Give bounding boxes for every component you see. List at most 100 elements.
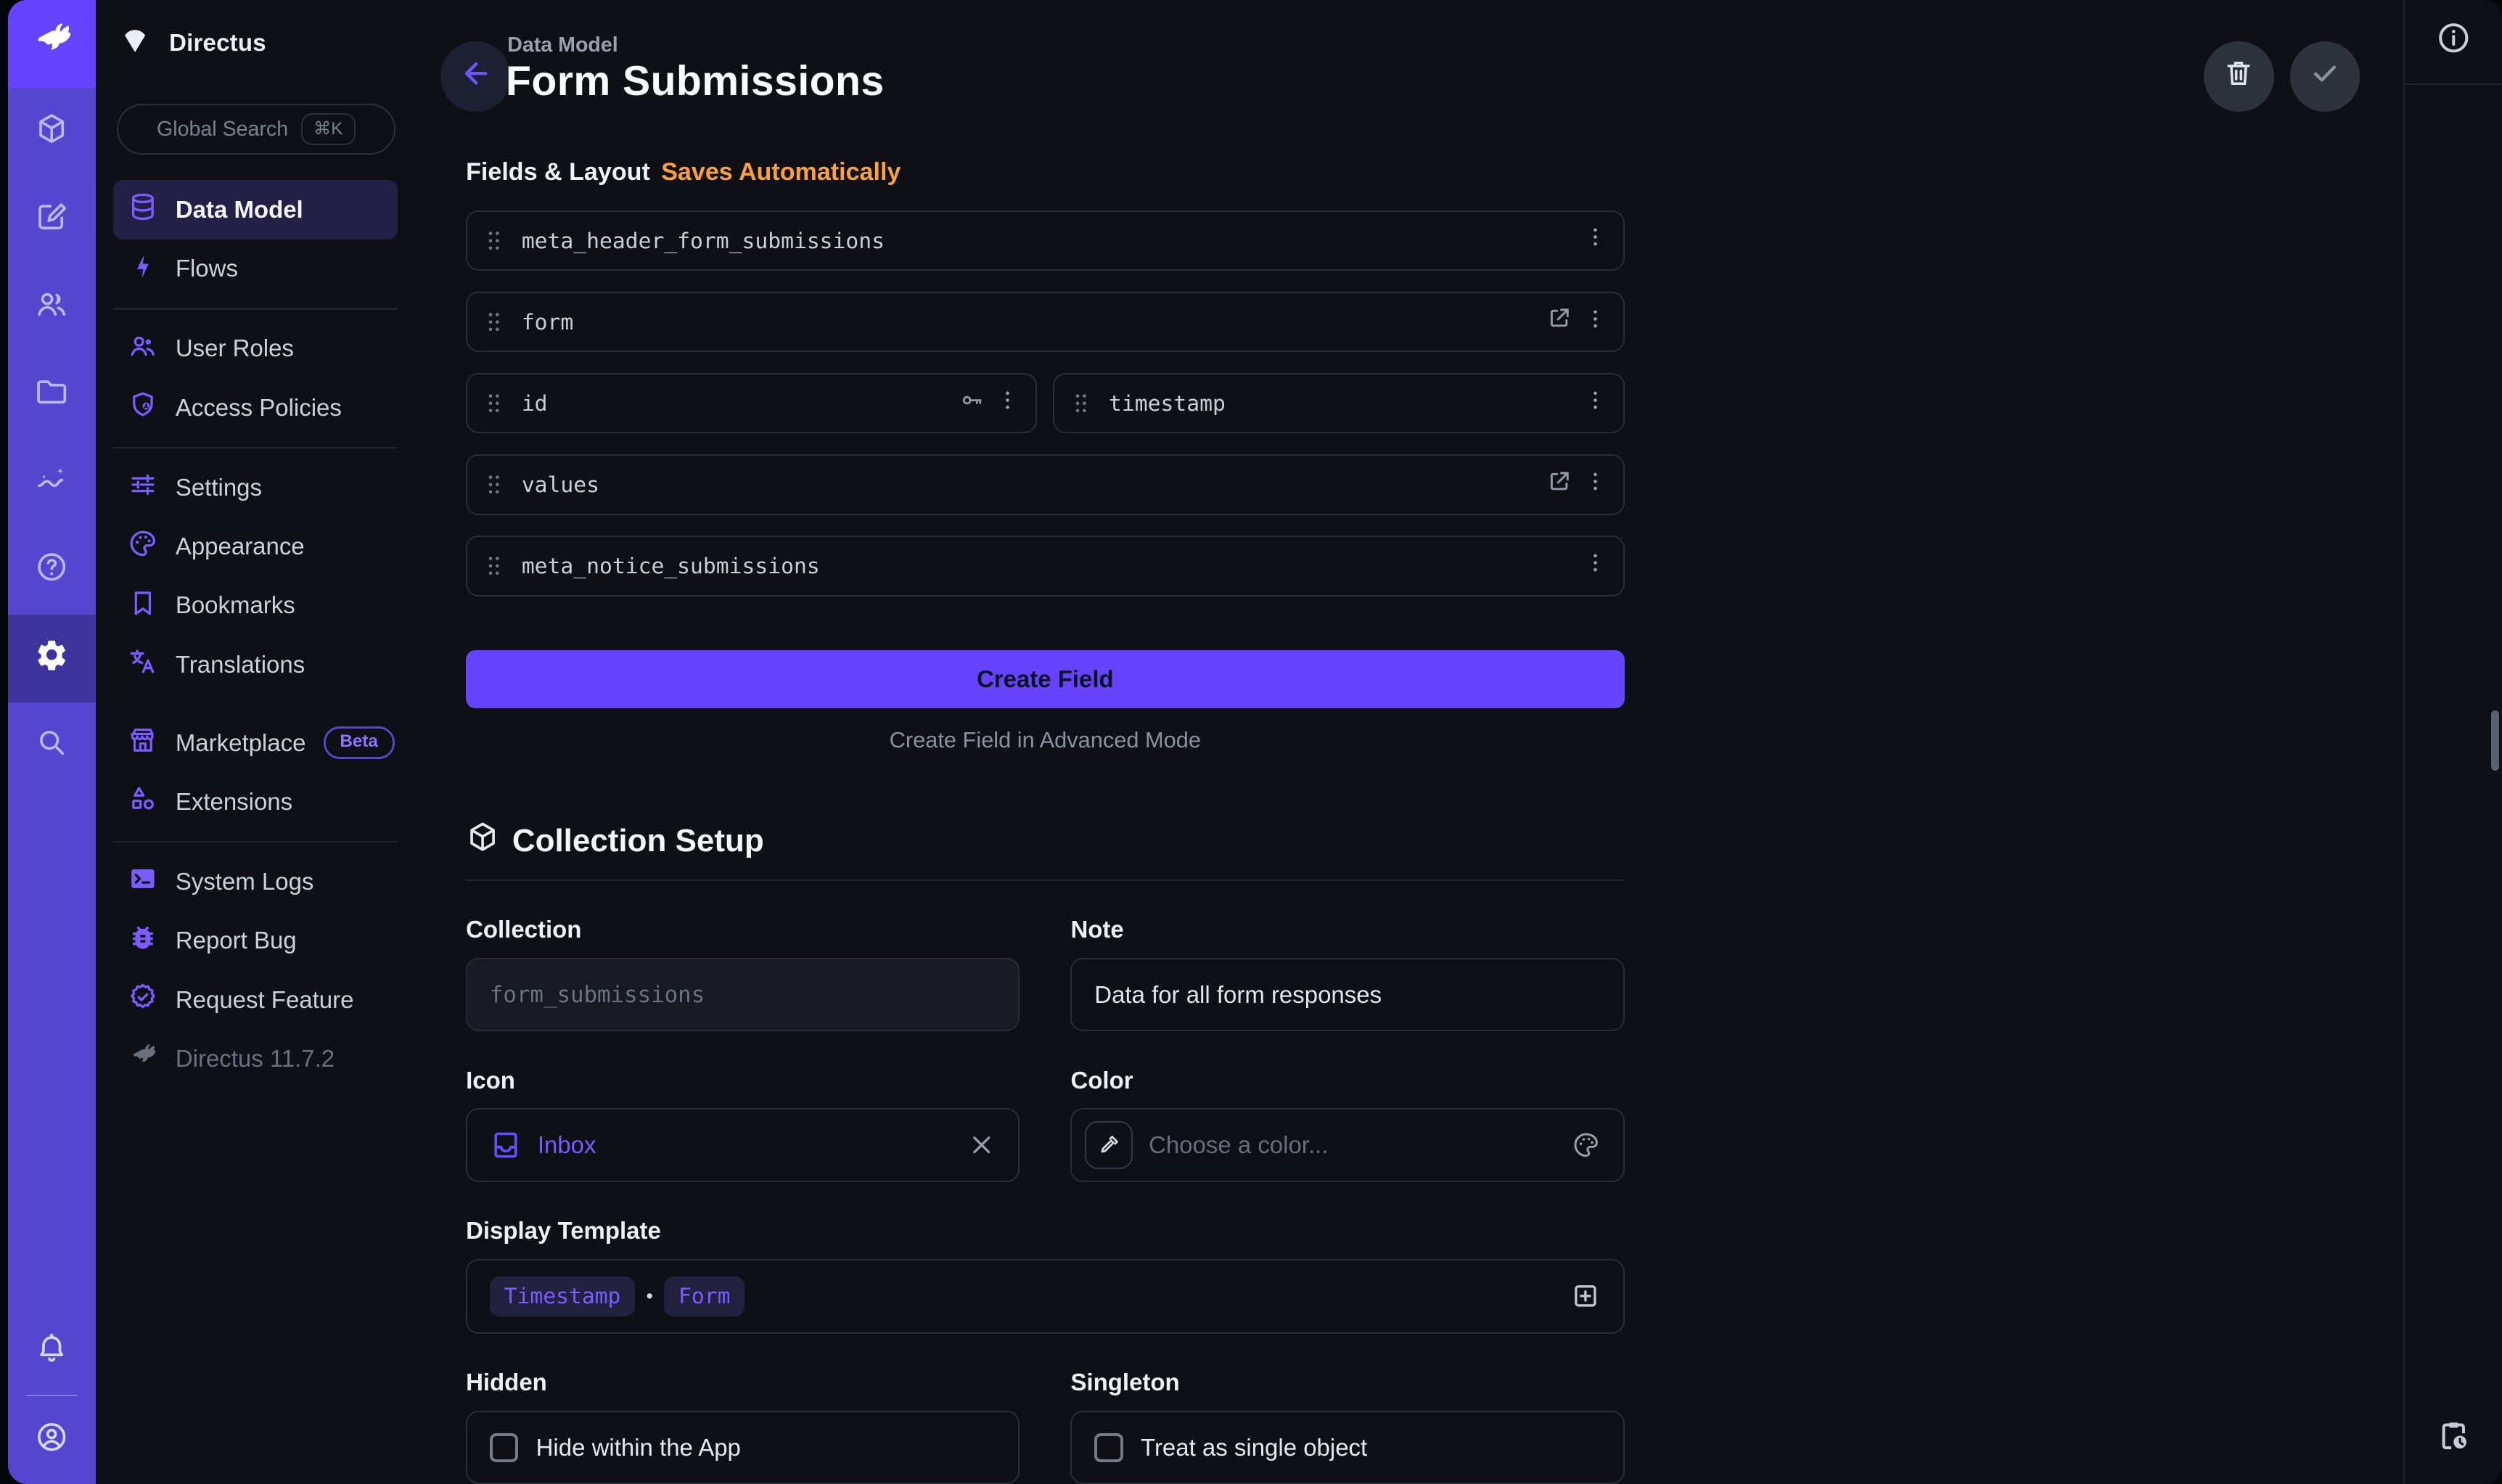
global-search-input[interactable]: Global Search ⌘K <box>116 103 396 155</box>
field-menu-icon[interactable] <box>1583 551 1607 581</box>
display-template-input[interactable]: Timestamp • Form <box>466 1258 1625 1334</box>
drag-handle-icon[interactable] <box>480 471 507 498</box>
nav-list: Data Model Flows User Roles Access Polic… <box>96 180 415 1088</box>
field-row-meta-notice[interactable]: meta_notice_submissions <box>466 536 1625 597</box>
field-menu-icon[interactable] <box>1583 225 1607 255</box>
module-help[interactable] <box>8 527 96 615</box>
scrollbar-thumb[interactable] <box>2490 710 2499 771</box>
module-bar-divider <box>26 1394 78 1397</box>
nav-item-label: System Logs <box>175 867 314 895</box>
project-name: Directus <box>169 29 266 57</box>
nav-item-label: Report Bug <box>175 927 297 954</box>
breadcrumb[interactable]: Data Model <box>507 33 618 57</box>
note-label: Note <box>1070 916 1124 943</box>
nav-item-request-feature[interactable]: Request Feature <box>113 970 397 1029</box>
right-sidebar <box>2403 0 2502 1484</box>
field-row-id[interactable]: id <box>466 372 1038 434</box>
nav-item-user-roles[interactable]: User Roles <box>113 319 397 378</box>
edit-icon <box>34 199 69 240</box>
nav-item-system-logs[interactable]: System Logs <box>113 852 397 911</box>
module-files[interactable] <box>8 351 96 439</box>
icon-color-grid: Icon Inbox Color Choose a color... <box>466 1067 1625 1182</box>
eyedropper-button[interactable] <box>1085 1120 1133 1169</box>
field-menu-icon[interactable] <box>1583 307 1607 337</box>
nav-item-label: Marketplace <box>175 729 306 756</box>
content-column: Fields & Layout Saves Automatically meta… <box>466 158 1625 1484</box>
field-row-values[interactable]: values <box>466 454 1625 515</box>
nav-item-label: Settings <box>175 473 262 501</box>
project-header[interactable]: Directus <box>96 0 415 86</box>
module-search[interactable] <box>8 702 96 790</box>
directus-logo[interactable] <box>7 0 96 88</box>
field-row-form[interactable]: form <box>466 291 1625 353</box>
user-menu-button[interactable] <box>8 1396 96 1484</box>
module-editor[interactable] <box>8 176 96 263</box>
palette-icon <box>128 528 158 565</box>
nav-item-marketplace[interactable]: Marketplace Beta <box>113 713 397 772</box>
arrow-left-icon <box>458 56 493 97</box>
template-chip-timestamp[interactable]: Timestamp <box>489 1276 636 1316</box>
tune-icon <box>128 470 158 506</box>
create-field-button[interactable]: Create Field <box>466 650 1625 708</box>
nav-item-access-policies[interactable]: Access Policies <box>113 378 397 437</box>
field-menu-icon[interactable] <box>1583 388 1607 419</box>
open-relation-icon[interactable] <box>1546 306 1572 337</box>
nav-item-report-bug[interactable]: Report Bug <box>113 911 397 969</box>
module-content[interactable] <box>8 88 96 176</box>
drag-handle-icon[interactable] <box>480 227 507 254</box>
field-menu-icon[interactable] <box>996 388 1020 419</box>
users-icon <box>34 287 69 328</box>
field-name: meta_header_form_submissions <box>521 227 885 253</box>
bookmark-icon <box>128 588 158 624</box>
field-row-meta-header[interactable]: meta_header_form_submissions <box>466 210 1625 271</box>
notifications-button[interactable] <box>8 1307 96 1395</box>
module-bar-spacer <box>8 790 96 1307</box>
main-content: Data Model Form Submissions Fields & Lay… <box>414 0 2403 1484</box>
create-field-advanced-link[interactable]: Create Field in Advanced Mode <box>889 727 1201 753</box>
field-name: form <box>521 309 574 335</box>
fields-layout-heading: Fields & Layout Saves Automatically <box>466 158 1624 186</box>
add-field-to-template-button[interactable] <box>1570 1281 1601 1311</box>
nav-item-label: Flows <box>175 255 238 282</box>
template-chip-form[interactable]: Form <box>664 1276 745 1316</box>
clear-icon-button[interactable] <box>967 1131 996 1160</box>
nav-item-translations[interactable]: Translations <box>113 635 397 694</box>
singleton-checkbox[interactable] <box>1094 1432 1123 1462</box>
color-input[interactable]: Choose a color... <box>1070 1108 1625 1182</box>
note-input[interactable]: Data for all form responses <box>1070 958 1625 1032</box>
palette-icon[interactable] <box>1572 1131 1601 1160</box>
nav-item-label: Appearance <box>175 533 305 560</box>
collection-field: Collection form_submissions <box>466 916 1020 1032</box>
nav-item-extensions[interactable]: Extensions <box>113 772 397 831</box>
field-menu-icon[interactable] <box>1583 470 1607 500</box>
nav-item-data-model[interactable]: Data Model <box>113 180 398 239</box>
verified-icon <box>128 982 158 1018</box>
clipboard-clock-icon[interactable] <box>2435 1418 2472 1462</box>
open-relation-icon[interactable] <box>1546 469 1572 501</box>
display-template-field: Display Template Timestamp • Form <box>466 1217 1625 1334</box>
hidden-checkbox[interactable] <box>489 1432 519 1462</box>
field-row-timestamp[interactable]: timestamp <box>1053 372 1625 434</box>
singleton-checkbox-row[interactable]: Treat as single object <box>1070 1411 1625 1484</box>
nav-divider <box>113 840 398 843</box>
back-button[interactable] <box>440 41 511 112</box>
hidden-checkbox-row[interactable]: Hide within the App <box>466 1411 1020 1484</box>
hidden-label: Hidden <box>466 1369 547 1396</box>
module-users[interactable] <box>8 263 96 351</box>
module-insights[interactable] <box>8 439 96 527</box>
nav-item-appearance[interactable]: Appearance <box>113 517 397 575</box>
save-button[interactable] <box>2289 41 2361 112</box>
drag-handle-icon[interactable] <box>480 390 507 417</box>
nav-item-bookmarks[interactable]: Bookmarks <box>113 576 397 635</box>
nav-item-flows[interactable]: Flows <box>113 239 397 298</box>
module-settings[interactable] <box>7 614 96 702</box>
drag-handle-icon[interactable] <box>480 308 507 335</box>
drag-handle-icon[interactable] <box>1067 390 1094 417</box>
delete-collection-button[interactable] <box>2203 41 2274 112</box>
icon-input[interactable]: Inbox <box>466 1108 1020 1182</box>
info-icon[interactable] <box>2435 20 2472 63</box>
nav-item-settings[interactable]: Settings <box>113 458 397 517</box>
drag-handle-icon[interactable] <box>480 552 507 579</box>
fields-layout-label: Fields & Layout <box>466 157 650 186</box>
